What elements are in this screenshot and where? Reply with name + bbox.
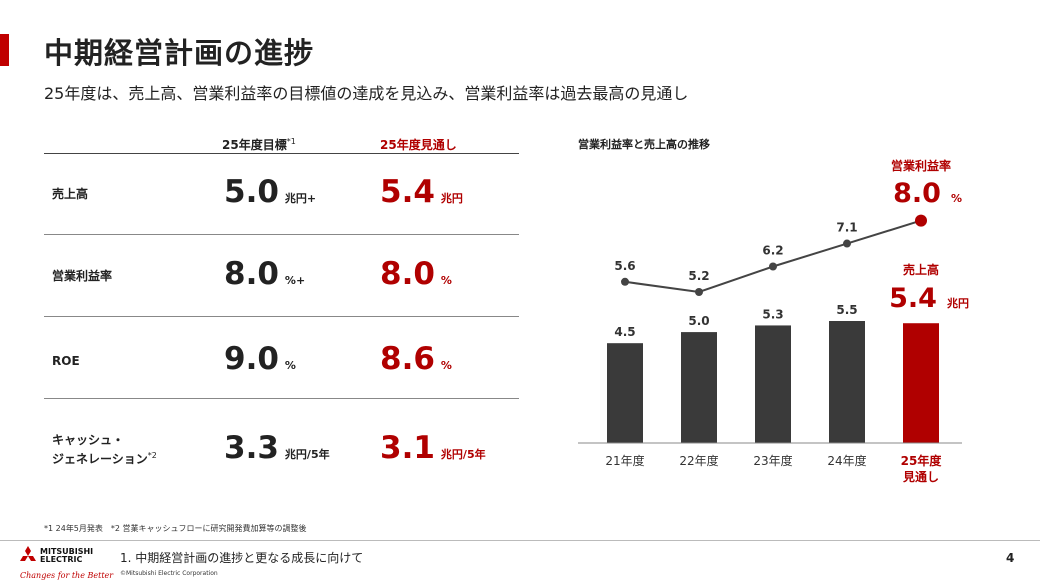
row-label: ROE [52, 354, 80, 368]
target-value: 3.3 兆円/5年 [224, 430, 330, 466]
x-tick-label-line2: 見通し [902, 469, 939, 484]
footnote: *1 24年5月発表 *2 営業キャッシュフローに研究開発費加算等の調整後 [44, 524, 307, 533]
forecast-value: 8.6% [380, 341, 452, 377]
margin-point [695, 288, 703, 296]
margin-point [915, 214, 927, 227]
table-row-roe: ROE 9.0% 8.6% [44, 316, 519, 398]
page-title: 中期経営計画の進捗 [44, 36, 315, 70]
page-number: 4 [1006, 551, 1015, 565]
table-row-sales: 売上高 5.0 兆円+ 5.4 兆円 [44, 154, 519, 234]
page-subtitle: 25年度は、売上高、営業利益率の目標値の達成を見込み、営業利益率は過去最高の見通… [44, 84, 689, 103]
sales-callout-value: 5.4 [889, 283, 937, 314]
target-value: 9.0% [224, 341, 296, 377]
bar-value-label: 4.5 [614, 325, 635, 339]
margin-value-label: 6.2 [762, 244, 783, 258]
bar-25年度 [903, 323, 939, 443]
table-header-rule [44, 153, 519, 154]
sales-callout-unit: 兆円 [947, 296, 969, 310]
sales-margin-chart: 4.5 21年度 5.0 22年度 5.3 23年度 5.5 24年度 25年度見通し 5.6 5.… [578, 158, 969, 484]
bar-value-label: 5.3 [762, 307, 783, 321]
margin-callout-unit: % [951, 192, 962, 205]
row-label: 営業利益率 [52, 269, 113, 283]
bar-22年度 [681, 332, 717, 443]
bar-value-label: 5.0 [688, 314, 709, 328]
row-divider [44, 316, 519, 317]
bar-value-label: 5.5 [836, 303, 857, 317]
bar-21年度 [607, 343, 643, 443]
target-value: 8.0 %+ [224, 256, 306, 292]
row-label: キャッシュ・ ジェネレーション*2 [52, 433, 157, 466]
company-logo: MITSUBISHI ELECTRIC Changes for the Bette… [18, 546, 113, 580]
target-value: 5.0 兆円+ [224, 174, 317, 210]
x-tick-label: 24年度 [827, 453, 866, 468]
x-tick-label: 22年度 [679, 453, 718, 468]
forecast-value: 5.4 兆円 [380, 174, 463, 210]
footer-divider [0, 540, 1040, 541]
bar-24年度 [829, 321, 865, 443]
forecast-value: 3.1 兆円/5年 [380, 430, 486, 466]
margin-callout-value: 8.0 [893, 178, 941, 209]
margin-point [769, 262, 777, 271]
bar-23年度 [755, 325, 791, 443]
margin-value-label: 5.6 [614, 259, 635, 273]
three-diamonds-icon [20, 546, 36, 561]
col-header-forecast: 25年度見通し [380, 138, 457, 152]
title-accent-bar [0, 34, 9, 66]
forecast-value: 8.0% [380, 256, 452, 292]
section-title: 1. 中期経営計画の進捗と更なる成長に向けて [120, 551, 364, 565]
x-tick-label: 23年度 [753, 453, 792, 468]
col-header-target: 25年度目標*1 [222, 137, 296, 152]
table-row-margin: 営業利益率 8.0 %+ 8.0% [44, 234, 519, 316]
row-label: 売上高 [52, 187, 89, 201]
copyright: ©Mitsubishi Electric Corporation [120, 570, 218, 577]
logo-tagline: Changes for the Better [20, 571, 114, 580]
x-tick-label: 25年度 [901, 453, 943, 468]
logo-wordmark: MITSUBISHI ELECTRIC [40, 547, 94, 564]
table-row-cash: キャッシュ・ ジェネレーション*2 3.3 兆円/5年 3.1 兆円/5年 [44, 398, 519, 488]
x-tick-label: 21年度 [605, 453, 644, 468]
margin-point [621, 277, 629, 286]
row-divider [44, 398, 519, 399]
margin-point [843, 239, 851, 248]
margin-callout-label: 営業利益率 [891, 158, 951, 173]
row-divider [44, 234, 519, 235]
sales-callout-label: 売上高 [903, 262, 939, 277]
margin-value-label: 5.2 [688, 269, 709, 283]
margin-value-label: 7.1 [836, 221, 857, 235]
chart-title: 営業利益率と売上高の推移 [578, 138, 710, 151]
